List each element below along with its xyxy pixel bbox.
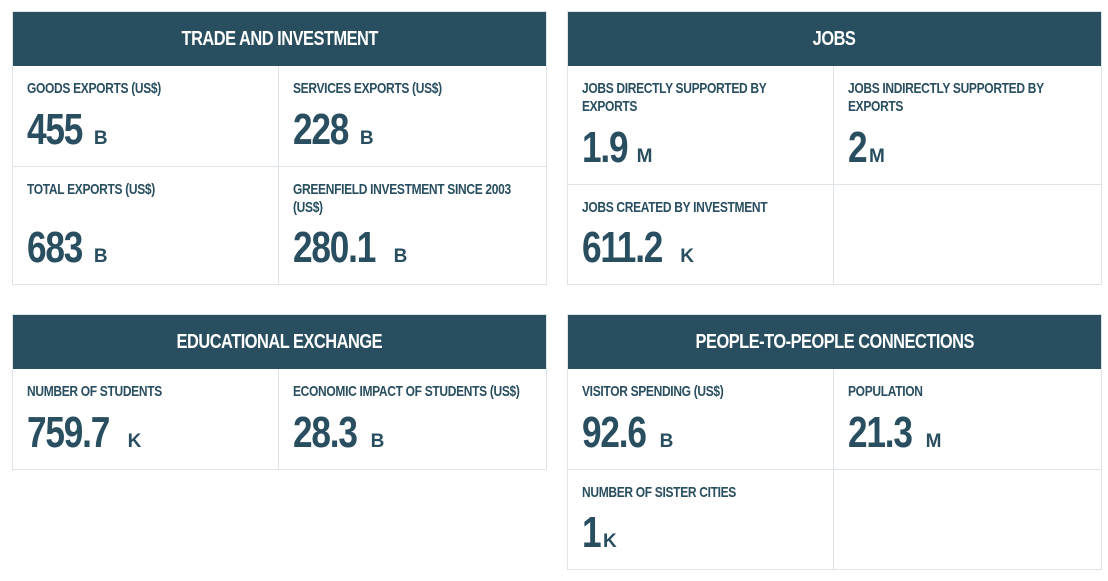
stat-label: NUMBER OF STUDENTS [27, 383, 162, 400]
panel-header: TRADE AND INVESTMENT [13, 12, 546, 66]
stat-label: GREENFIELD INVESTMENT SINCE 2003 (US$) [293, 181, 511, 216]
stat-number: 2 [848, 123, 868, 172]
stat-number: 455 [27, 105, 83, 154]
stat-value: 455 B [27, 105, 108, 154]
panel-title: JOBS [813, 27, 856, 50]
stat-number: 1 [582, 508, 602, 557]
stat-jobs-investment: JOBS CREATED BY INVESTMENT 611.2 K [568, 184, 834, 284]
stat-value: 1 K [582, 508, 617, 557]
stat-unit: K [127, 431, 142, 452]
stat-value: 228 B [293, 105, 374, 154]
stat-jobs-indirect: JOBS INDIRECTLY SUPPORTED BY EXPORTS 2 M [834, 66, 1101, 184]
stat-unit: M [925, 431, 942, 452]
stats-grid: VISITOR SPENDING (US$) 92.6 B POPULATION… [568, 369, 1101, 569]
stat-unit: M [636, 146, 653, 167]
stat-unit: K [680, 246, 694, 267]
stat-label: ECONOMIC IMPACT OF STUDENTS (US$) [293, 383, 520, 400]
people-to-people-panel: PEOPLE-TO-PEOPLE CONNECTIONS VISITOR SPE… [567, 314, 1102, 570]
stat-label: GOODS EXPORTS (US$) [27, 80, 161, 97]
stat-value: 683 B [27, 223, 108, 272]
stat-label: JOBS DIRECTLY SUPPORTED BY EXPORTS [582, 80, 767, 115]
stat-label: JOBS CREATED BY INVESTMENT [582, 199, 768, 216]
stat-label: NUMBER OF SISTER CITIES [582, 484, 736, 501]
stat-unit: B [370, 431, 385, 452]
stat-economic-impact-students: ECONOMIC IMPACT OF STUDENTS (US$) 28.3 B [279, 369, 546, 469]
stat-population: POPULATION 21.3 M [834, 369, 1101, 469]
stat-label: VISITOR SPENDING (US$) [582, 383, 724, 400]
stat-number: 280.1 [293, 223, 376, 272]
stats-grid: JOBS DIRECTLY SUPPORTED BY EXPORTS 1.9 M… [568, 66, 1101, 284]
empty-cell [834, 469, 1101, 569]
stat-jobs-direct: JOBS DIRECTLY SUPPORTED BY EXPORTS 1.9 M [568, 66, 834, 184]
stat-unit: K [602, 531, 617, 552]
stat-number: 92.6 [582, 408, 647, 457]
stat-number: 28.3 [293, 408, 358, 457]
stat-number: 683 [27, 223, 83, 272]
panel-title: TRADE AND INVESTMENT [181, 27, 378, 50]
jobs-panel: JOBS JOBS DIRECTLY SUPPORTED BY EXPORTS … [567, 11, 1102, 285]
stat-sister-cities: NUMBER OF SISTER CITIES 1 K [568, 469, 834, 569]
panel-header: PEOPLE-TO-PEOPLE CONNECTIONS [568, 315, 1101, 369]
stat-value: 2 M [848, 123, 885, 172]
stat-number: 611.2 [582, 223, 663, 272]
trade-and-investment-panel: TRADE AND INVESTMENT GOODS EXPORTS (US$)… [12, 11, 547, 285]
stat-number: 1.9 [582, 123, 629, 172]
stat-unit: B [93, 128, 108, 149]
stat-number: 228 [293, 105, 349, 154]
stats-grid: NUMBER OF STUDENTS 759.7 K ECONOMIC IMPA… [13, 369, 546, 469]
stat-value: 92.6 B [582, 408, 674, 457]
stat-unit: M [868, 146, 885, 167]
stat-total-exports: TOTAL EXPORTS (US$) 683 B [13, 166, 279, 284]
panel-title: PEOPLE-TO-PEOPLE CONNECTIONS [695, 330, 974, 353]
stat-services-exports: SERVICES EXPORTS (US$) 228 B [279, 66, 546, 166]
stat-value: 21.3 M [848, 408, 942, 457]
stat-greenfield-investment: GREENFIELD INVESTMENT SINCE 2003 (US$) 2… [279, 166, 546, 284]
stat-goods-exports: GOODS EXPORTS (US$) 455 B [13, 66, 279, 166]
stats-grid: GOODS EXPORTS (US$) 455 B SERVICES EXPOR… [13, 66, 546, 284]
stat-unit: B [359, 128, 374, 149]
stat-visitor-spending: VISITOR SPENDING (US$) 92.6 B [568, 369, 834, 469]
stat-label: SERVICES EXPORTS (US$) [293, 80, 442, 97]
stat-unit: B [659, 431, 674, 452]
stat-label: TOTAL EXPORTS (US$) [27, 181, 155, 198]
stat-number-of-students: NUMBER OF STUDENTS 759.7 K [13, 369, 279, 469]
stat-label: POPULATION [848, 383, 923, 400]
educational-exchange-panel: EDUCATIONAL EXCHANGE NUMBER OF STUDENTS … [12, 314, 547, 470]
panel-header: JOBS [568, 12, 1101, 66]
stat-value: 1.9 M [582, 123, 653, 172]
stat-value: 28.3 B [293, 408, 385, 457]
stat-value: 280.1 B [293, 223, 408, 272]
stat-value: 611.2 K [582, 223, 694, 272]
stat-label: JOBS INDIRECTLY SUPPORTED BY EXPORTS [848, 80, 1044, 115]
empty-cell [834, 184, 1101, 284]
panel-header: EDUCATIONAL EXCHANGE [13, 315, 546, 369]
stat-number: 759.7 [27, 408, 110, 457]
stat-unit: B [93, 246, 108, 267]
stat-unit: B [393, 246, 408, 267]
stat-number: 21.3 [848, 408, 913, 457]
panel-title: EDUCATIONAL EXCHANGE [176, 330, 383, 353]
stat-value: 759.7 K [27, 408, 142, 457]
